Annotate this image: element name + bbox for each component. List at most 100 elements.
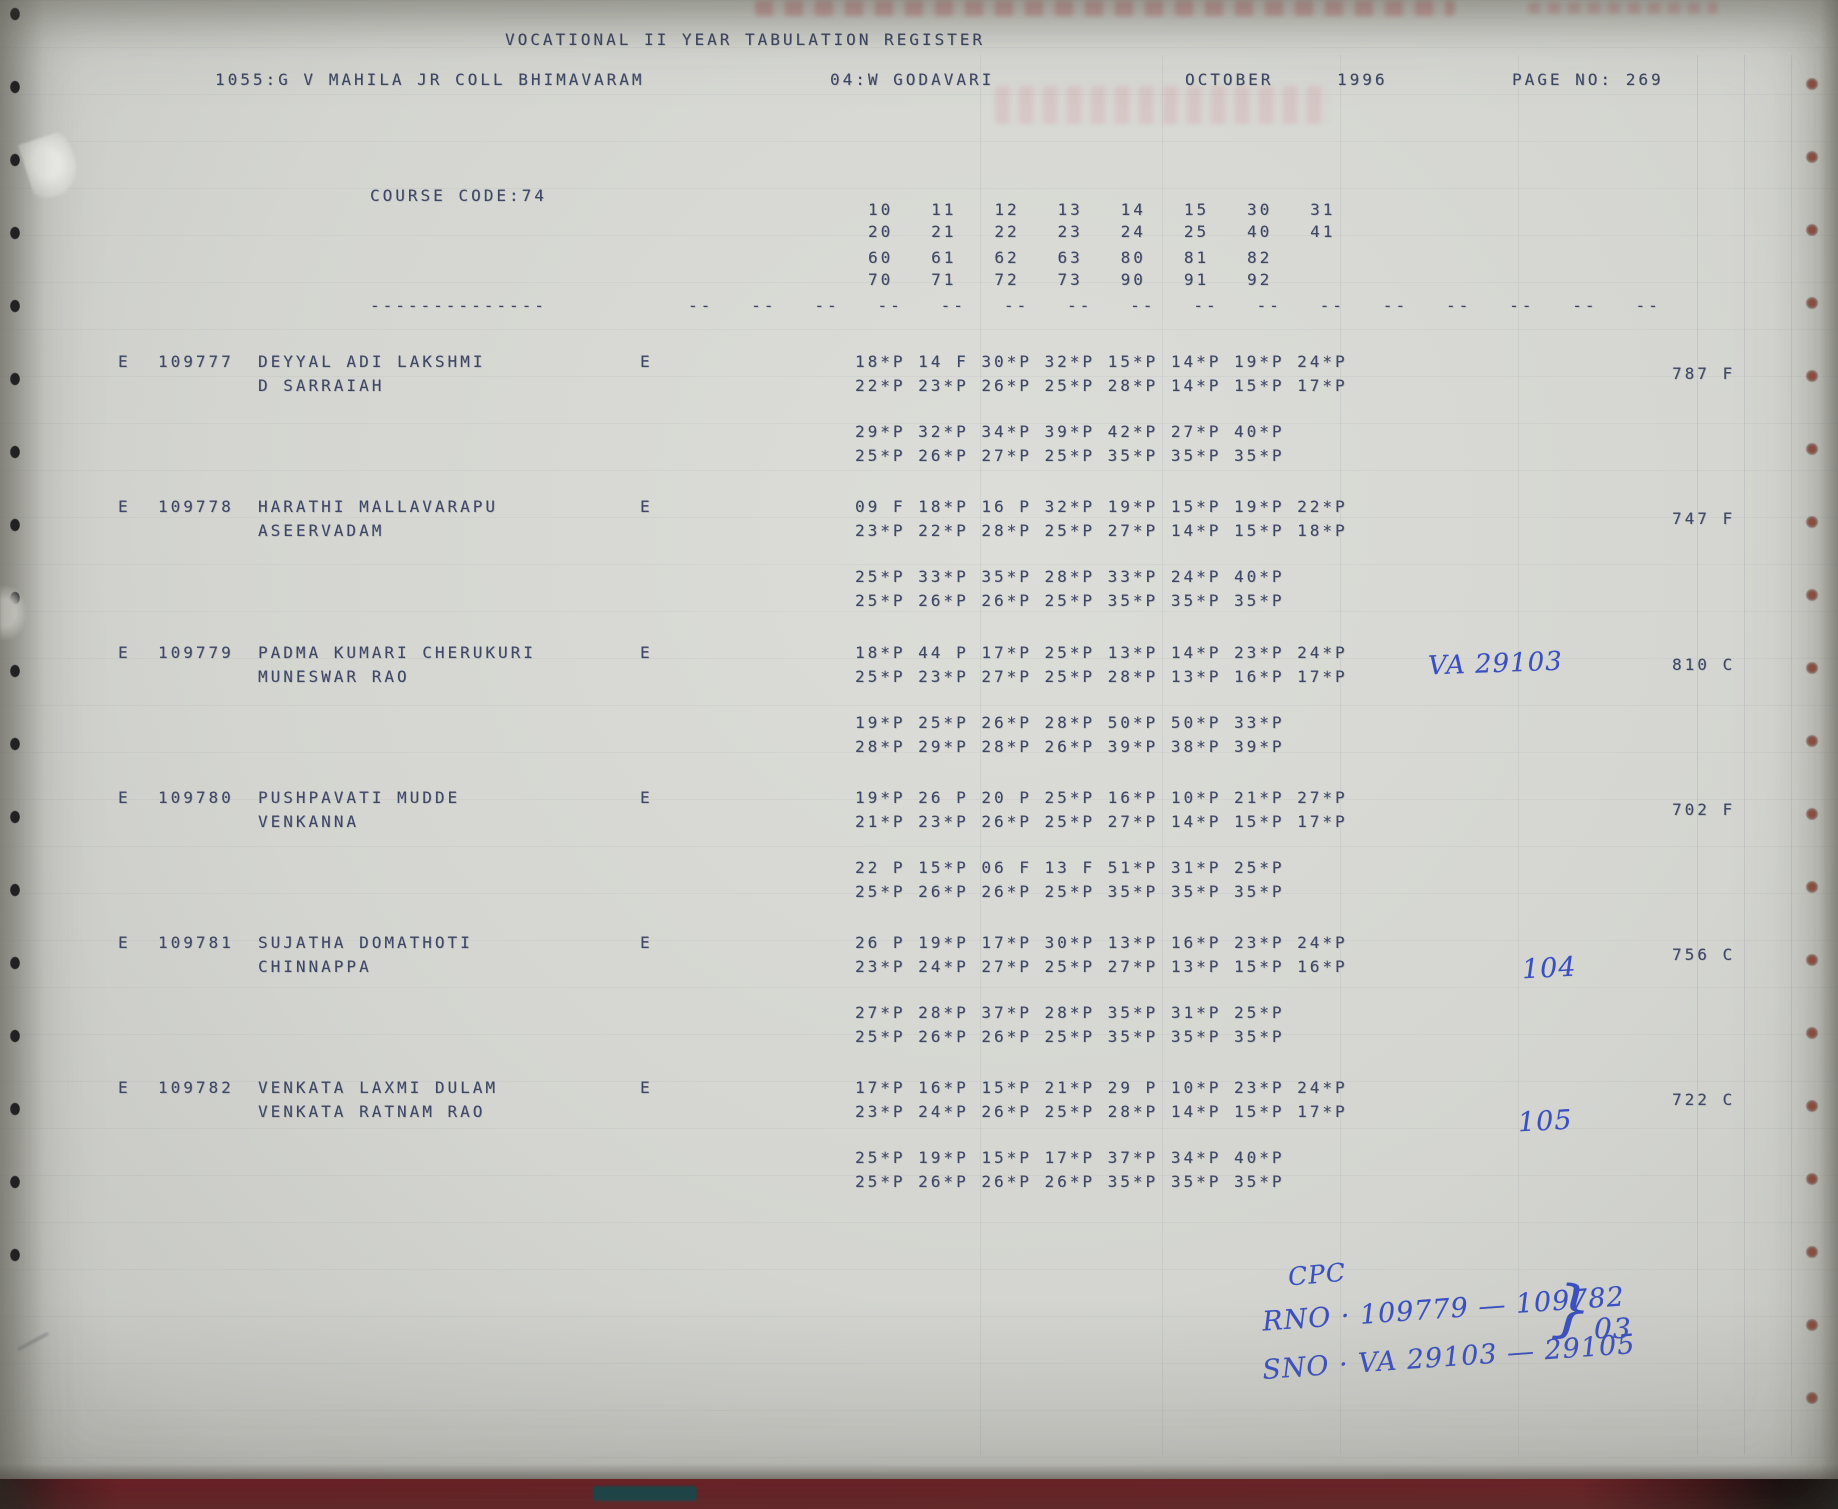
medium-code: E	[118, 1078, 131, 1097]
marks-line-4: 25*P 26*P 26*P 26*P 35*P 35*P 35*P	[855, 1172, 1285, 1191]
total-marks: 787 F	[1672, 364, 1736, 383]
binding-strip	[0, 1479, 1838, 1509]
medium-code-2: E	[640, 497, 653, 516]
marks-line-4: 25*P 26*P 27*P 25*P 35*P 35*P 35*P	[855, 446, 1285, 465]
sprocket-holes-right	[1799, 70, 1825, 1465]
student-row: E 109778 HARATHI MALLAVARAPU ASEERVADAM …	[0, 497, 1838, 629]
handwritten-serial-note: 105	[1517, 1104, 1574, 1139]
district-name: 04:W GODAVARI	[830, 70, 995, 89]
column-rule	[1744, 55, 1745, 1455]
medium-code-2: E	[640, 933, 653, 952]
student-row: E 109779 PADMA KUMARI CHERUKURI MUNESWAR…	[0, 643, 1838, 775]
medium-code-2: E	[640, 643, 653, 662]
parent-name: CHINNAPPA	[258, 957, 372, 976]
parent-name: VENKATA RATNAM RAO	[258, 1102, 486, 1121]
student-row: E 109777 DEYYAL ADI LAKSHMI D SARRAIAH E…	[0, 352, 1838, 484]
column-rule	[1340, 55, 1341, 1455]
medium-code-2: E	[640, 788, 653, 807]
marks-line-4: 28*P 29*P 28*P 26*P 39*P 38*P 39*P	[855, 737, 1285, 756]
marks-line-3: 22 P 15*P 06 F 13 F 51*P 31*P 25*P	[855, 858, 1285, 877]
binding-accent	[593, 1486, 697, 1501]
student-name: HARATHI MALLAVARAPU	[258, 497, 499, 516]
medium-code-2: E	[640, 352, 653, 371]
column-rule	[980, 55, 981, 1455]
marks-line-2: 21*P 23*P 26*P 25*P 27*P 14*P 15*P 17*P	[855, 812, 1348, 831]
medium-code: E	[118, 497, 131, 516]
marks-line-1: 19*P 26 P 20 P 25*P 16*P 10*P 21*P 27*P	[855, 788, 1348, 807]
roll-number: 109779	[158, 643, 234, 662]
marks-line-3: 25*P 19*P 15*P 17*P 37*P 34*P 40*P	[855, 1148, 1285, 1167]
marks-line-3: 19*P 25*P 26*P 28*P 50*P 50*P 33*P	[855, 713, 1285, 732]
footer-note-count: 03	[1594, 1312, 1632, 1345]
student-row: E 109782 VENKATA LAXMI DULAM VENKATA RAT…	[0, 1078, 1838, 1210]
separator-dashes: --------------	[370, 296, 547, 315]
course-code-label: COURSE CODE:74	[370, 186, 547, 205]
medium-code-2: E	[640, 1078, 653, 1097]
footer-note-brace: }	[1549, 1270, 1595, 1347]
marks-line-2: 25*P 23*P 27*P 25*P 28*P 13*P 16*P 17*P	[855, 667, 1348, 686]
paper-nick	[0, 586, 26, 640]
handwritten-serial-note: VA 29103	[1427, 646, 1564, 682]
student-name: VENKATA LAXMI DULAM	[258, 1078, 499, 1097]
medium-code: E	[118, 643, 131, 662]
exam-month: OCTOBER	[1185, 70, 1274, 89]
student-name: PUSHPAVATI MUDDE	[258, 788, 461, 807]
subject-codes-row: 70 71 72 73 90 91 92	[868, 270, 1273, 289]
total-marks: 747 F	[1672, 509, 1736, 528]
marks-line-4: 25*P 26*P 26*P 25*P 35*P 35*P 35*P	[855, 882, 1285, 901]
marks-line-1: 18*P 14 F 30*P 32*P 15*P 14*P 19*P 24*P	[855, 352, 1348, 371]
page-number: PAGE NO: 269	[1512, 70, 1664, 89]
separator-dash-row: -- -- -- -- -- -- -- -- -- -- -- -- -- -…	[688, 296, 1661, 315]
roll-number: 109781	[158, 933, 234, 952]
medium-code: E	[118, 788, 131, 807]
marks-line-1: 26 P 19*P 17*P 30*P 13*P 16*P 23*P 24*P	[855, 933, 1348, 952]
marks-line-1: 17*P 16*P 15*P 21*P 29 P 10*P 23*P 24*P	[855, 1078, 1348, 1097]
marks-line-2: 22*P 23*P 26*P 25*P 28*P 14*P 15*P 17*P	[855, 376, 1348, 395]
parent-name: VENKANNA	[258, 812, 360, 831]
marks-line-2: 23*P 22*P 28*P 25*P 27*P 14*P 15*P 18*P	[855, 521, 1348, 540]
parent-name: ASEERVADAM	[258, 521, 385, 540]
marks-line-2: 23*P 24*P 27*P 25*P 27*P 13*P 15*P 16*P	[855, 957, 1348, 976]
marks-line-1: 18*P 44 P 17*P 25*P 13*P 14*P 23*P 24*P	[855, 643, 1348, 662]
college-name: 1055:G V MAHILA JR COLL BHIMAVARAM	[215, 70, 645, 89]
register-title: VOCATIONAL II YEAR TABULATION REGISTER	[505, 30, 986, 49]
student-row: E 109780 PUSHPAVATI MUDDE VENKANNA E 19*…	[0, 788, 1838, 920]
student-name: SUJATHA DOMATHOTI	[258, 933, 473, 952]
roll-number: 109778	[158, 497, 234, 516]
marks-line-1: 09 F 18*P 16 P 32*P 19*P 15*P 19*P 22*P	[855, 497, 1348, 516]
marks-line-3: 29*P 32*P 34*P 39*P 42*P 27*P 40*P	[855, 422, 1285, 441]
roll-number: 109780	[158, 788, 234, 807]
student-name: DEYYAL ADI LAKSHMI	[258, 352, 486, 371]
total-marks: 702 F	[1672, 800, 1736, 819]
exam-year: 1996	[1337, 70, 1388, 89]
medium-code: E	[118, 933, 131, 952]
roll-number: 109782	[158, 1078, 234, 1097]
column-rule	[1518, 55, 1519, 1455]
marks-line-2: 23*P 24*P 26*P 25*P 28*P 14*P 15*P 17*P	[855, 1102, 1348, 1121]
total-marks: 756 C	[1672, 945, 1736, 964]
red-ink-bleedthrough	[1528, 2, 1718, 14]
handwritten-serial-note: 104	[1521, 951, 1578, 986]
total-marks: 810 C	[1672, 655, 1736, 674]
student-name: PADMA KUMARI CHERUKURI	[258, 643, 536, 662]
footer-note-heading: CPC	[1286, 1257, 1348, 1292]
column-rule	[1791, 55, 1792, 1455]
medium-code: E	[118, 352, 131, 371]
parent-name: MUNESWAR RAO	[258, 667, 410, 686]
marks-line-4: 25*P 26*P 26*P 25*P 35*P 35*P 35*P	[855, 1027, 1285, 1046]
column-rule	[1697, 55, 1698, 1455]
red-ink-bleedthrough	[755, 0, 1455, 16]
page-edge-shadow	[0, 1464, 1838, 1480]
roll-number: 109777	[158, 352, 234, 371]
subject-codes-row: 60 61 62 63 80 81 82	[868, 248, 1273, 267]
total-marks: 722 C	[1672, 1090, 1736, 1109]
marks-line-3: 25*P 33*P 35*P 28*P 33*P 24*P 40*P	[855, 567, 1285, 586]
subject-codes-row: 20 21 22 23 24 25 40 41	[868, 222, 1336, 241]
student-row: E 109781 SUJATHA DOMATHOTI CHINNAPPA E 2…	[0, 933, 1838, 1065]
parent-name: D SARRAIAH	[258, 376, 385, 395]
marks-line-3: 27*P 28*P 37*P 28*P 35*P 31*P 25*P	[855, 1003, 1285, 1022]
subject-codes-row: 10 11 12 13 14 15 30 31	[868, 200, 1336, 219]
column-rule	[1162, 55, 1163, 1455]
marks-line-4: 25*P 26*P 26*P 25*P 35*P 35*P 35*P	[855, 591, 1285, 610]
